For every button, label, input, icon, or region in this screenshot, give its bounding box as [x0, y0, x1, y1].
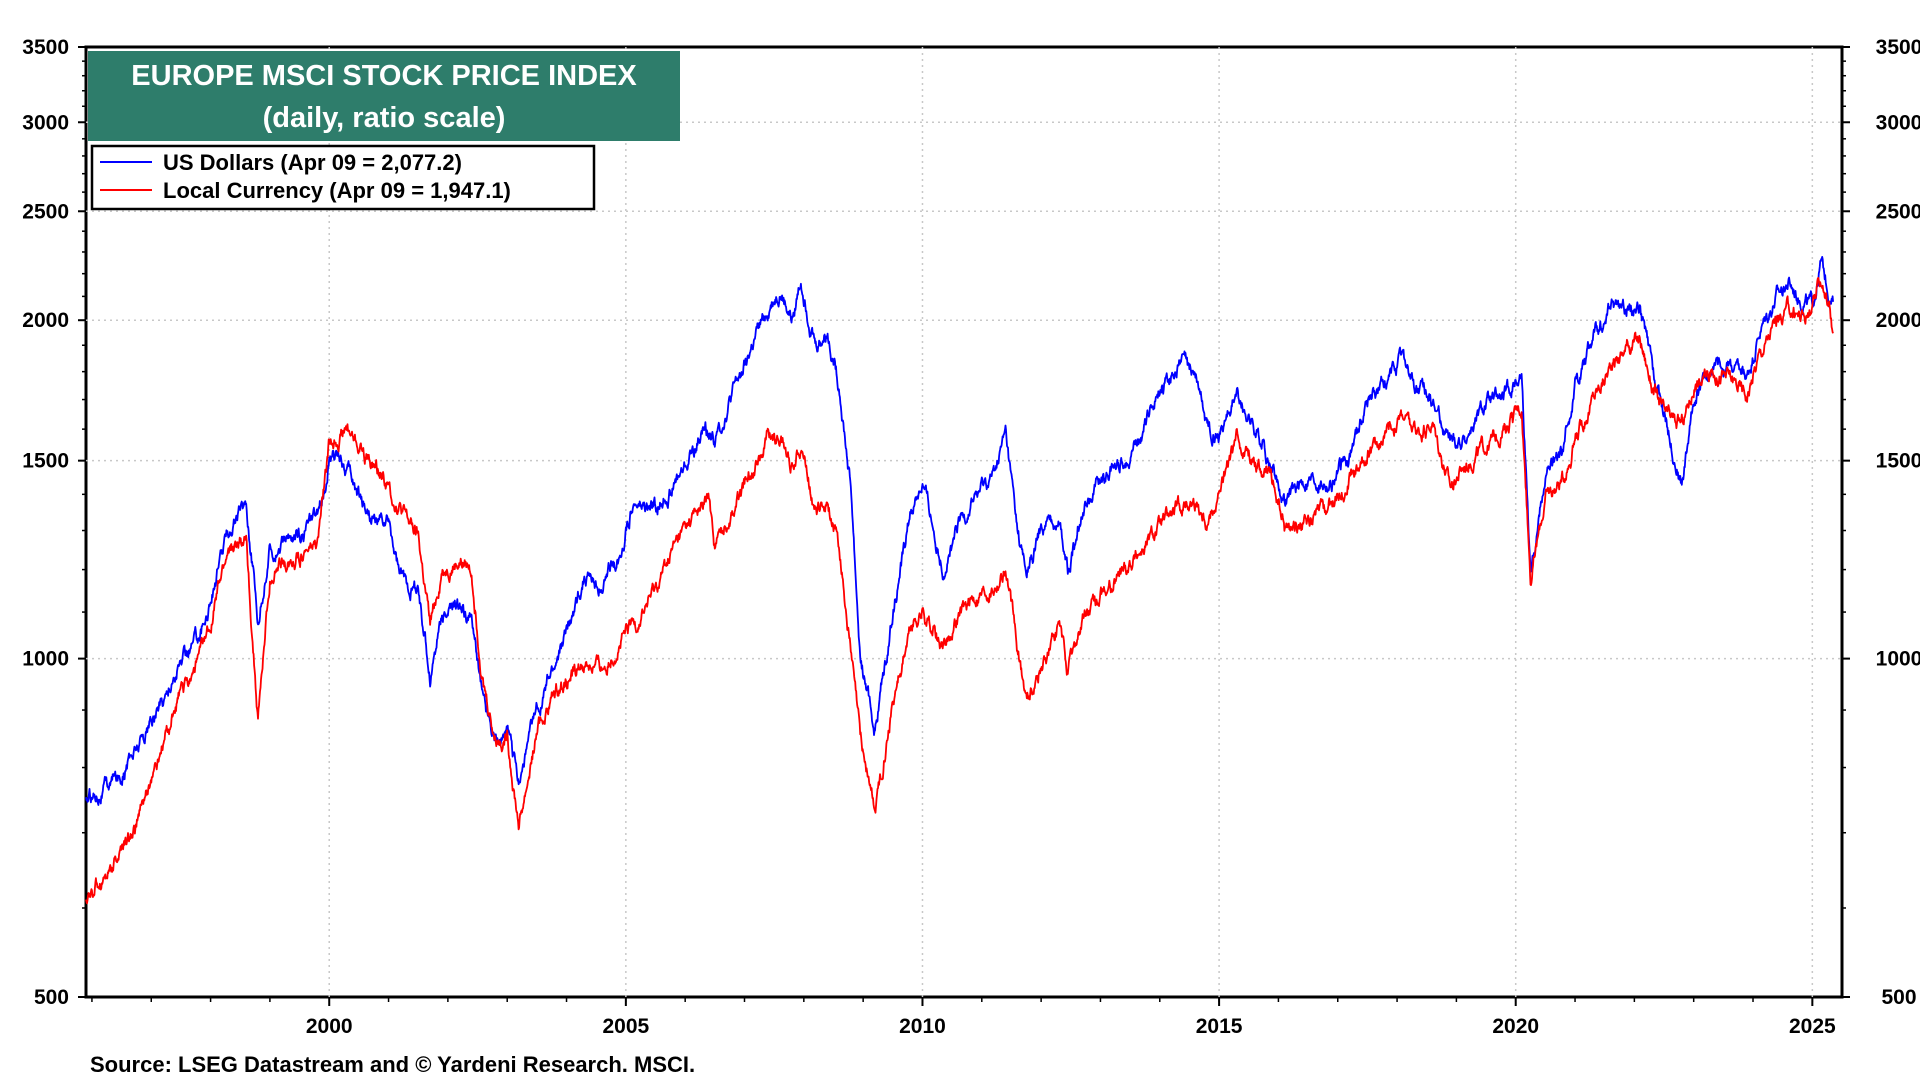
title-box: EUROPE MSCI STOCK PRICE INDEX (daily, ra…: [88, 51, 680, 141]
minor-ticks: [78, 46, 1850, 1006]
y-tick-label-right: 1500: [1876, 450, 1920, 473]
x-tick-label: 2015: [1196, 1015, 1243, 1038]
source-note: Source: LSEG Datastream and © Yardeni Re…: [90, 1052, 695, 1077]
y-tick-label-left: 2000: [22, 309, 69, 332]
legend-label-local: Local Currency (Apr 09 = 1,947.1): [163, 178, 511, 203]
y-tick-label-left: 3000: [22, 111, 69, 134]
series-line-local: [85, 277, 1834, 905]
y-tick-label-right: 1000: [1876, 648, 1920, 671]
x-tick-label: 2000: [306, 1015, 353, 1038]
y-tick-label-right: 3000: [1876, 111, 1920, 134]
series-line-usd: [85, 255, 1834, 806]
chart-subtitle: (daily, ratio scale): [263, 102, 506, 134]
legend-label-usd: US Dollars (Apr 09 = 2,077.2): [163, 150, 462, 175]
y-tick-label-left: 3500: [22, 36, 69, 59]
grid: [86, 47, 1842, 997]
y-tick-label-left: 1500: [22, 450, 69, 473]
y-tick-label-left: 1000: [22, 648, 69, 671]
y-tick-label-left: 2500: [22, 200, 69, 223]
tick-labels: 500 500 1000 1000 1500 1500 2000 2000 2500 2500 30…: [22, 36, 1920, 1038]
y-tick-label-right: 2500: [1876, 200, 1920, 223]
y-tick-label-right: 500: [1881, 986, 1916, 1009]
x-tick-label: 2020: [1492, 1015, 1539, 1038]
x-tick-label: 2025: [1789, 1015, 1836, 1038]
title-background: [88, 51, 680, 141]
x-tick-label: 2005: [602, 1015, 649, 1038]
chart-title: EUROPE MSCI STOCK PRICE INDEX: [131, 60, 637, 92]
legend: US Dollars (Apr 09 = 2,077.2) Local Curr…: [90, 144, 596, 211]
y-tick-label-left: 500: [34, 986, 69, 1009]
y-tick-label-right: 2000: [1876, 309, 1920, 332]
legend-box: [90, 144, 596, 211]
series-layer: [85, 255, 1834, 905]
y-tick-label-right: 3500: [1876, 36, 1920, 59]
x-tick-label: 2010: [899, 1015, 946, 1038]
